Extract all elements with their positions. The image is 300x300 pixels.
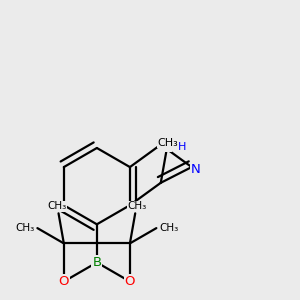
Text: CH₃: CH₃ [47, 201, 66, 211]
Text: CH₃: CH₃ [15, 223, 34, 233]
Text: CH₃: CH₃ [160, 223, 179, 233]
Text: N: N [191, 163, 200, 176]
Text: B: B [92, 256, 101, 269]
Text: CH₃: CH₃ [158, 138, 178, 148]
Text: -H: -H [175, 142, 187, 152]
Text: O: O [58, 275, 69, 288]
Text: CH₃: CH₃ [128, 201, 147, 211]
Text: O: O [125, 275, 135, 288]
Text: N: N [161, 138, 170, 151]
